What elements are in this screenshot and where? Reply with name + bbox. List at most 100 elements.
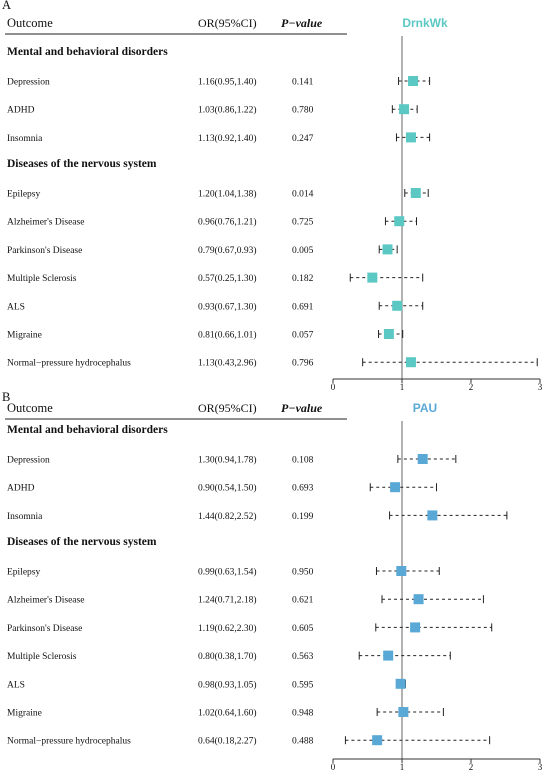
- or-ci-value: 0.64(0.18,2.27): [198, 736, 257, 747]
- x-tick-label: 3: [538, 382, 543, 392]
- x-tick-label: 1: [400, 762, 405, 772]
- point-estimate-marker: [390, 482, 401, 493]
- or-ci-value: 1.24(0.71,2.18): [198, 595, 257, 606]
- exposure-title: PAU: [413, 401, 437, 415]
- or-ci-value: 0.90(0.54,1.50): [198, 483, 257, 494]
- point-estimate-marker: [405, 132, 416, 143]
- column-header-outcome: Outcome: [7, 16, 53, 30]
- x-tick-label: 0: [331, 382, 336, 392]
- point-estimate-marker: [410, 188, 421, 198]
- or-ci-value: 0.81(0.66,1.01): [198, 330, 257, 341]
- p-value: 0.005: [292, 246, 314, 256]
- point-estimate-marker: [394, 216, 405, 227]
- column-header-or: OR(95%CI): [198, 401, 257, 415]
- point-estimate-marker: [410, 622, 421, 633]
- x-tick-label: 0: [331, 762, 336, 772]
- outcome-label: ALS: [7, 680, 25, 690]
- p-value: 0.199: [292, 512, 314, 522]
- or-ci-value: 1.13(0.43,2.96): [198, 358, 257, 369]
- or-ci-value: 1.02(0.64,1.60): [198, 708, 257, 719]
- p-value: 0.141: [292, 78, 314, 88]
- outcome-label: Insomnia: [7, 134, 43, 144]
- point-estimate-marker: [372, 735, 383, 746]
- column-header-or: OR(95%CI): [198, 16, 257, 30]
- outcome-label: Normal−pressure hydrocephalus: [7, 737, 131, 747]
- or-ci-value: 0.80(0.38,1.70): [198, 651, 257, 662]
- outcome-label: Depression: [7, 78, 50, 88]
- p-value: 0.691: [292, 302, 314, 312]
- or-ci-value: 0.99(0.63,1.54): [198, 567, 257, 578]
- point-estimate-marker: [382, 244, 393, 255]
- column-header-pvalue: P−value: [281, 401, 323, 415]
- outcome-label: Migraine: [7, 331, 42, 341]
- outcome-label: ADHD: [7, 484, 35, 494]
- point-estimate-marker: [396, 566, 407, 576]
- column-header-outcome: Outcome: [7, 401, 53, 415]
- p-value: 0.948: [292, 709, 314, 719]
- or-ci-value: 1.30(0.94,1.78): [198, 455, 257, 466]
- point-estimate-marker: [408, 76, 419, 86]
- or-ci-value: 0.57(0.25,1.30): [198, 273, 257, 284]
- outcome-label: ADHD: [7, 106, 35, 116]
- exposure-title: DrnkWk: [402, 16, 448, 30]
- p-value: 0.057: [292, 331, 314, 341]
- p-value: 0.014: [292, 190, 314, 200]
- p-value: 0.621: [292, 596, 314, 606]
- outcome-label: Migraine: [7, 709, 42, 719]
- x-tick-label: 1: [400, 382, 405, 392]
- outcome-label: ALS: [7, 302, 25, 312]
- outcome-label: Normal−pressure hydrocephalus: [7, 359, 131, 369]
- panel-label: A: [2, 0, 11, 12]
- p-value: 0.488: [292, 737, 314, 747]
- p-value: 0.182: [292, 274, 314, 284]
- or-ci-value: 1.03(0.86,1.22): [198, 105, 257, 116]
- or-ci-value: 0.98(0.93,1.05): [198, 679, 257, 690]
- group-heading: Mental and behavioral disorders: [7, 46, 168, 58]
- point-estimate-marker: [399, 104, 410, 115]
- p-value: 0.595: [292, 680, 314, 690]
- outcome-label: Insomnia: [7, 512, 43, 522]
- or-ci-value: 1.44(0.82,2.52): [198, 511, 257, 522]
- or-ci-value: 1.16(0.95,1.40): [198, 77, 257, 88]
- or-ci-value: 1.13(0.92,1.40): [198, 133, 257, 144]
- outcome-label: Multiple Sclerosis: [7, 274, 77, 284]
- panel-label: B: [2, 390, 10, 404]
- x-tick-label: 2: [469, 382, 474, 392]
- p-value: 0.563: [292, 652, 314, 662]
- outcome-label: Alzheimer's Disease: [7, 596, 84, 606]
- point-estimate-marker: [392, 300, 403, 311]
- p-value: 0.108: [292, 456, 314, 466]
- point-estimate-marker: [417, 454, 428, 464]
- point-estimate-marker: [405, 357, 416, 368]
- p-value: 0.247: [292, 134, 314, 144]
- group-heading: Mental and behavioral disorders: [7, 424, 168, 436]
- or-ci-value: 0.93(0.67,1.30): [198, 301, 257, 312]
- group-heading: Diseases of the nervous system: [7, 536, 157, 548]
- outcome-label: Alzheimer's Disease: [7, 218, 84, 228]
- or-ci-value: 1.20(1.04,1.38): [198, 189, 257, 200]
- outcome-label: Multiple Sclerosis: [7, 652, 77, 662]
- p-value: 0.780: [292, 106, 314, 116]
- point-estimate-marker: [383, 329, 394, 339]
- p-value: 0.693: [292, 484, 314, 494]
- outcome-label: Parkinson's Disease: [7, 246, 82, 256]
- or-ci-value: 1.19(0.62,2.30): [198, 623, 257, 634]
- point-estimate-marker: [367, 272, 378, 283]
- point-estimate-marker: [395, 678, 406, 689]
- or-ci-value: 0.96(0.76,1.21): [198, 217, 257, 228]
- group-heading: Diseases of the nervous system: [7, 158, 157, 170]
- point-estimate-marker: [427, 510, 438, 521]
- p-value: 0.605: [292, 624, 314, 634]
- x-tick-label: 3: [538, 762, 543, 772]
- x-tick-label: 2: [469, 762, 474, 772]
- point-estimate-marker: [383, 650, 394, 661]
- p-value: 0.725: [292, 218, 314, 228]
- outcome-label: Epilepsy: [7, 568, 40, 578]
- outcome-label: Epilepsy: [7, 190, 40, 200]
- column-header-pvalue: P−value: [281, 16, 323, 30]
- p-value: 0.796: [292, 359, 314, 369]
- point-estimate-marker: [398, 707, 409, 717]
- outcome-label: Depression: [7, 456, 50, 466]
- p-value: 0.950: [292, 568, 314, 578]
